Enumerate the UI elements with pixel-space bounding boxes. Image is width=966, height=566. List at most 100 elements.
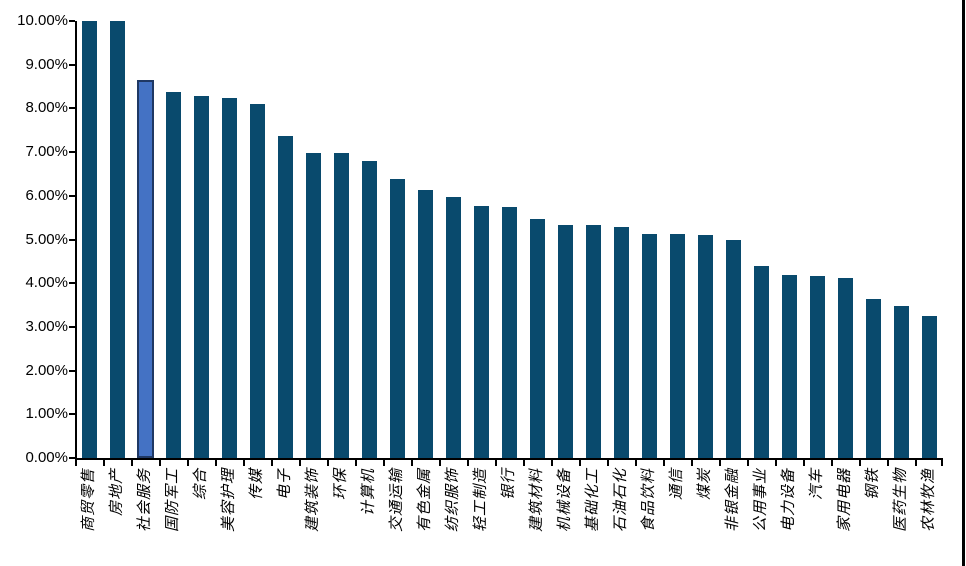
x-axis-tick (719, 460, 721, 466)
x-category-label: 商贸零售 (81, 468, 97, 533)
x-axis-tick (467, 460, 469, 466)
x-category-label: 汽车 (809, 468, 825, 501)
bar (389, 179, 405, 458)
x-category-label: 钢铁 (865, 468, 881, 501)
x-axis-tick (941, 460, 943, 466)
bar (921, 316, 937, 458)
y-axis-tick (69, 369, 75, 372)
x-category-label: 计算机 (361, 468, 377, 517)
x-category-label: 医药生物 (893, 468, 909, 533)
x-axis-tick (607, 460, 609, 466)
bar (585, 225, 601, 458)
x-axis-tick (803, 460, 805, 466)
x-category-label: 银行 (501, 468, 517, 501)
x-axis-tick (859, 460, 861, 466)
x-category-label: 通信 (669, 468, 685, 501)
x-category-label: 建筑材料 (529, 468, 545, 533)
y-axis-tick (69, 457, 75, 459)
x-axis-tick (75, 460, 77, 466)
highlighted-bar (136, 80, 154, 458)
x-category-label: 煤炭 (697, 468, 713, 501)
y-axis-tick-label: 6.00% (25, 186, 68, 204)
x-category-label: 建筑装饰 (305, 468, 321, 533)
bar (529, 218, 545, 458)
bar (81, 21, 97, 458)
right-border-line (962, 0, 965, 566)
x-category-label: 传媒 (249, 468, 265, 501)
x-axis-tick (887, 460, 889, 466)
bar (641, 233, 657, 458)
bar (109, 21, 125, 458)
x-category-label: 综合 (193, 468, 209, 501)
x-axis-tick (551, 460, 553, 466)
x-axis-tick (243, 460, 245, 466)
x-axis-tick (355, 460, 357, 466)
x-axis-tick (691, 460, 693, 466)
bar (501, 206, 517, 458)
y-axis-line (75, 21, 77, 460)
bar (837, 277, 853, 458)
x-axis-tick (747, 460, 749, 466)
x-category-label: 国防军工 (165, 468, 181, 533)
bar (445, 197, 461, 458)
bar (781, 275, 797, 458)
x-category-label: 有色金属 (417, 468, 433, 533)
bar (193, 96, 209, 458)
bar (669, 234, 685, 458)
x-axis-tick (187, 460, 189, 466)
y-axis-tick (69, 63, 75, 66)
bar (697, 234, 713, 458)
x-axis-tick (299, 460, 301, 466)
x-axis-tick (775, 460, 777, 466)
y-axis-tick (69, 20, 75, 22)
y-axis-tick (69, 282, 75, 285)
bar (753, 265, 769, 458)
bar (221, 98, 237, 458)
x-axis-tick (103, 460, 105, 466)
x-category-label: 电子 (277, 468, 293, 501)
y-axis-tick-label: 7.00% (25, 143, 68, 161)
y-axis-tick (69, 151, 75, 154)
x-category-label: 纺织服饰 (445, 468, 461, 533)
bar (361, 161, 377, 458)
bar (249, 104, 265, 458)
x-axis-tick (271, 460, 273, 466)
x-category-label: 家用电器 (837, 468, 853, 533)
bar (277, 136, 293, 458)
bar (165, 92, 181, 458)
bar (725, 239, 741, 458)
x-axis-tick (831, 460, 833, 466)
x-category-label: 农林牧渔 (921, 468, 937, 533)
bar (865, 298, 881, 458)
x-category-label: 基础化工 (585, 468, 601, 533)
y-axis-tick-label: 5.00% (25, 230, 68, 248)
x-category-label: 非银金融 (725, 468, 741, 533)
x-category-label: 美容护理 (221, 468, 237, 533)
x-category-label: 社会服务 (137, 468, 153, 533)
bar (417, 190, 433, 458)
x-category-label: 石油石化 (613, 468, 629, 533)
bar (809, 275, 825, 458)
bar (473, 206, 489, 458)
y-axis-tick-label: 1.00% (25, 405, 68, 423)
y-axis-tick (69, 413, 75, 416)
x-axis-tick (495, 460, 497, 466)
bar (557, 224, 573, 458)
x-category-label: 轻工制造 (473, 468, 489, 533)
y-axis-tick-label: 3.00% (25, 317, 68, 335)
x-category-label: 机械设备 (557, 468, 573, 533)
y-axis-tick (69, 238, 75, 241)
y-axis-tick (69, 194, 75, 197)
y-axis-tick-label: 0.00% (25, 449, 68, 466)
x-category-label: 电力设备 (781, 468, 797, 533)
x-axis-tick (439, 460, 441, 466)
x-axis-tick (523, 460, 525, 466)
bar (333, 153, 349, 458)
bar (893, 306, 909, 458)
x-axis-tick (635, 460, 637, 466)
y-axis-tick-label: 10.00% (17, 12, 68, 29)
x-axis-tick (579, 460, 581, 466)
y-axis-tick-label: 4.00% (25, 274, 68, 292)
y-axis-tick (69, 107, 75, 110)
